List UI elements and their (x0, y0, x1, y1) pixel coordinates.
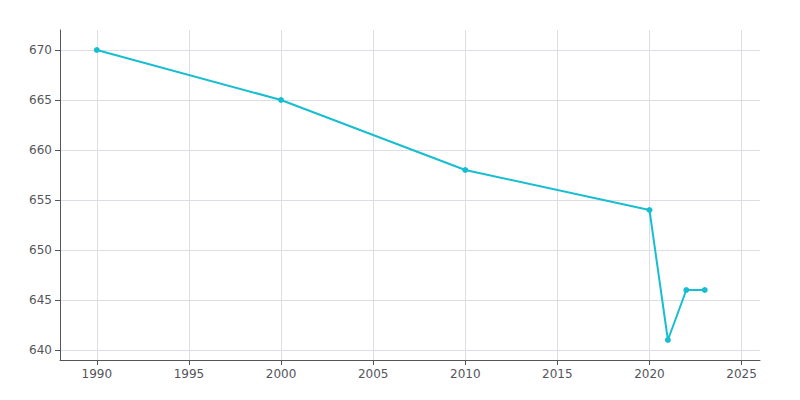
svg-text:1990: 1990 (82, 367, 113, 381)
svg-text:2015: 2015 (542, 367, 573, 381)
svg-text:2020: 2020 (634, 367, 665, 381)
svg-text:670: 670 (29, 43, 52, 57)
svg-text:1995: 1995 (174, 367, 205, 381)
svg-text:650: 650 (29, 243, 52, 257)
svg-text:660: 660 (29, 143, 52, 157)
svg-text:2000: 2000 (266, 367, 297, 381)
svg-text:655: 655 (29, 193, 52, 207)
svg-text:640: 640 (29, 343, 52, 357)
svg-text:645: 645 (29, 293, 52, 307)
svg-text:665: 665 (29, 93, 52, 107)
svg-text:2010: 2010 (450, 367, 481, 381)
svg-text:2025: 2025 (726, 367, 757, 381)
svg-text:2005: 2005 (358, 367, 389, 381)
